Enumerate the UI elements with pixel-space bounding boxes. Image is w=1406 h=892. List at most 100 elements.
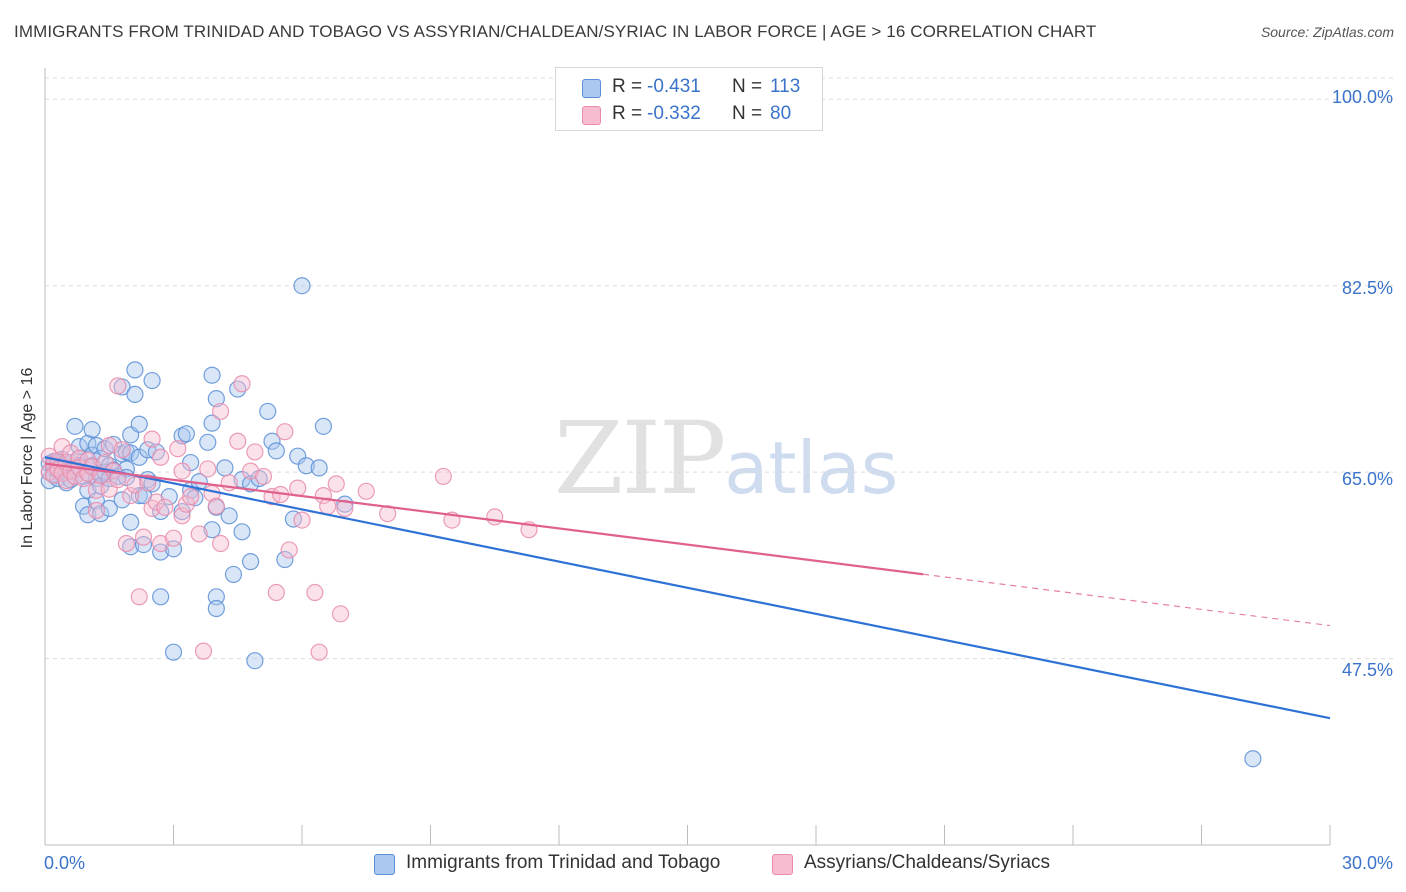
point-assyrian xyxy=(293,511,311,529)
point-trinidad-tobago xyxy=(152,588,170,606)
point-assyrian xyxy=(190,525,208,543)
point-assyrian xyxy=(379,505,397,523)
point-assyrian xyxy=(276,423,294,441)
legend-label-series-2: Assyrians/Chaldeans/Syriacs xyxy=(804,852,1051,873)
x-tick-label-max: 30.0% xyxy=(1341,853,1393,873)
point-trinidad-tobago xyxy=(100,499,118,517)
point-trinidad-tobago xyxy=(177,425,195,443)
point-trinidad-tobago xyxy=(297,457,315,475)
y-tick-label-82-5: 82.5% xyxy=(1341,278,1393,298)
point-trinidad-tobago xyxy=(83,420,101,439)
point-trinidad-tobago xyxy=(199,433,217,451)
point-assyrian xyxy=(207,497,225,515)
point-trinidad-tobago xyxy=(293,277,311,295)
point-assyrian xyxy=(267,583,285,602)
point-assyrian xyxy=(130,588,148,606)
series-legend: Immigrants from Trinidad and Tobago Assy… xyxy=(0,852,1406,878)
trend-line-series-2 xyxy=(44,462,924,576)
trend-line-series-1 xyxy=(44,456,1331,720)
point-assyrian xyxy=(434,467,452,486)
point-assyrian xyxy=(212,534,230,553)
point-trinidad-tobago xyxy=(126,361,144,379)
point-trinidad-tobago xyxy=(233,523,251,541)
legend-n-label: N = xyxy=(732,76,763,97)
legend-swatch-pink xyxy=(772,854,793,875)
legend-r-value: -0.332 xyxy=(647,103,701,124)
source-credit: Source: ZipAtlas.com xyxy=(1260,24,1394,40)
point-trinidad-tobago xyxy=(207,390,225,408)
point-assyrian xyxy=(100,480,118,498)
point-trinidad-tobago xyxy=(284,510,303,528)
watermark-atlas: atlas xyxy=(724,426,899,510)
point-assyrian xyxy=(134,528,153,546)
point-trinidad-tobago xyxy=(267,442,285,460)
point-trinidad-tobago xyxy=(203,366,221,384)
point-assyrian xyxy=(126,476,144,494)
point-trinidad-tobago xyxy=(246,652,264,670)
point-assyrian xyxy=(280,541,298,559)
point-assyrian xyxy=(122,486,140,505)
legend-n-label: N = xyxy=(732,103,763,124)
y-axis-label: In Labor Force | Age > 16 xyxy=(19,367,36,549)
point-assyrian xyxy=(147,493,165,511)
point-assyrian xyxy=(169,440,187,458)
point-assyrian xyxy=(331,605,350,623)
point-trinidad-tobago xyxy=(113,491,131,509)
point-assyrian xyxy=(109,377,127,395)
legend-swatch-blue xyxy=(582,79,601,98)
point-trinidad-tobago xyxy=(143,371,161,390)
point-trinidad-tobago xyxy=(242,553,260,571)
point-assyrian xyxy=(229,432,247,450)
point-trinidad-tobago xyxy=(242,475,260,493)
legend-swatch-blue xyxy=(374,854,395,875)
point-trinidad-tobago xyxy=(310,459,328,477)
point-assyrian xyxy=(164,529,183,547)
y-tick-label-47-5: 47.5% xyxy=(1341,660,1393,680)
point-assyrian xyxy=(143,430,161,448)
point-trinidad-tobago xyxy=(203,521,221,539)
watermark: ZIPatlas xyxy=(554,400,898,517)
point-assyrian xyxy=(357,482,375,500)
point-assyrian xyxy=(486,508,504,526)
point-assyrian xyxy=(212,402,230,421)
point-assyrian xyxy=(182,488,200,506)
point-assyrian xyxy=(327,475,345,493)
point-trinidad-tobago xyxy=(74,497,93,515)
chart-title: IMMIGRANTS FROM TRINIDAD AND TOBAGO VS A… xyxy=(14,22,1097,41)
legend-row-series-2: R = -0.332 N = 80 xyxy=(556,103,822,127)
point-trinidad-tobago xyxy=(207,588,225,606)
correlation-legend: R = -0.431 N = 113 R = -0.332 N = 80 xyxy=(555,67,823,131)
point-trinidad-tobago xyxy=(203,414,221,432)
trend-line-extension-series-2 xyxy=(923,573,1331,627)
point-assyrian xyxy=(152,448,170,466)
legend-n-value: 113 xyxy=(770,76,801,97)
point-assyrian xyxy=(53,437,71,456)
legend-row-series-1: R = -0.431 N = 113 xyxy=(556,76,822,100)
point-trinidad-tobago xyxy=(314,417,333,435)
point-assyrian xyxy=(199,460,217,478)
point-assyrian xyxy=(156,498,174,516)
point-trinidad-tobago xyxy=(160,488,178,506)
point-trinidad-tobago xyxy=(276,550,294,569)
point-trinidad-tobago xyxy=(1244,750,1262,768)
point-trinidad-tobago xyxy=(164,643,183,661)
point-trinidad-tobago xyxy=(122,513,140,531)
point-trinidad-tobago xyxy=(259,402,277,421)
point-trinidad-tobago xyxy=(289,447,307,465)
y-tick-label-100: 100.0% xyxy=(1331,87,1393,107)
point-assyrian xyxy=(87,501,106,520)
point-trinidad-tobago xyxy=(220,507,238,525)
point-assyrian xyxy=(306,583,324,602)
point-trinidad-tobago xyxy=(207,599,225,618)
x-tick-label-min: 0.0% xyxy=(44,853,86,873)
point-assyrian xyxy=(62,444,80,462)
point-assyrian xyxy=(117,534,135,553)
point-assyrian xyxy=(242,462,260,480)
point-trinidad-tobago xyxy=(130,415,148,433)
point-assyrian xyxy=(194,642,213,660)
point-assyrian xyxy=(113,441,131,459)
point-trinidad-tobago xyxy=(263,432,281,450)
point-assyrian xyxy=(254,467,273,486)
legend-r-label: R = xyxy=(612,103,643,124)
